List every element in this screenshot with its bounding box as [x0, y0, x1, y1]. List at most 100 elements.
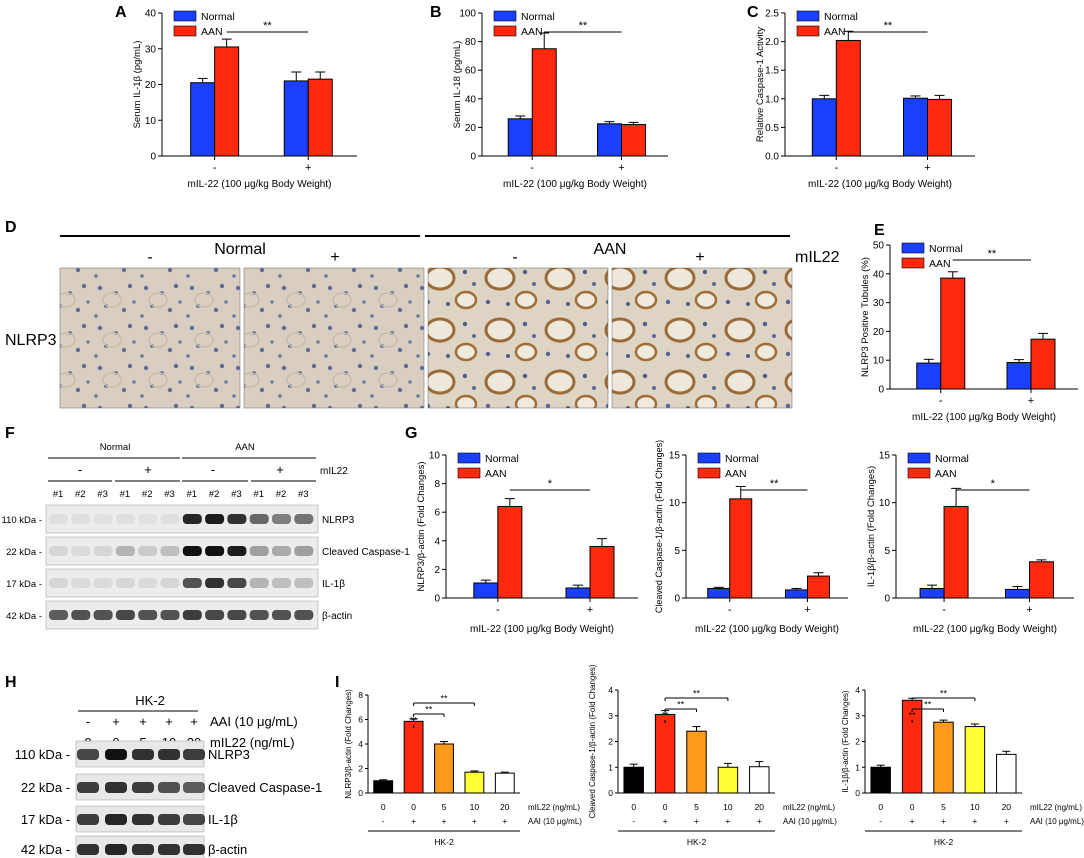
- y-axis-label: Relative Caspase-1 Activity: [755, 27, 766, 142]
- dose-tick: 10: [723, 802, 733, 812]
- lane-label: #1: [53, 489, 64, 500]
- blot-band: [158, 782, 180, 793]
- dose-bar: [686, 730, 707, 794]
- y-tick-label: 8: [434, 479, 440, 490]
- dose-tick: 5: [442, 802, 447, 812]
- bar-normal: [1006, 362, 1032, 390]
- legend-label-normal: Normal: [824, 11, 858, 23]
- significance-mark: **: [677, 700, 685, 710]
- blot-band: [49, 546, 68, 556]
- significance-mark: **: [693, 689, 701, 699]
- aai-tick: +: [972, 816, 977, 826]
- y-tick-label: 10: [669, 498, 681, 509]
- legend-swatch-aan: [901, 257, 925, 269]
- panel-letter-d: D: [5, 219, 17, 236]
- y-tick-label: 3: [608, 711, 613, 721]
- bar-aan: [214, 46, 240, 157]
- legend-swatch-aan: [173, 25, 197, 37]
- blot-band: [77, 749, 99, 760]
- blot-band: [182, 546, 202, 556]
- legend-swatch-normal: [457, 452, 481, 464]
- mw-marker: 110 kDa -: [2, 515, 42, 526]
- legend-label-normal: Normal: [201, 11, 235, 23]
- blot-band: [205, 514, 225, 524]
- legend-swatch-aan: [907, 467, 931, 479]
- blot-band: [294, 610, 314, 620]
- dose-bar: [964, 726, 986, 794]
- blot-band: [294, 546, 314, 556]
- y-axis-label: NLRP3/β-actin (Fold Changes): [416, 461, 427, 591]
- blot-band: [115, 546, 135, 556]
- significance-mark: **: [579, 20, 588, 32]
- aai-sign: +: [139, 714, 147, 729]
- group-label-normal: Normal: [214, 241, 266, 258]
- mw-marker: 17 kDa -: [21, 812, 70, 827]
- bar-normal: [507, 118, 533, 157]
- blot-band: [227, 610, 247, 620]
- x-tick-label: +: [1026, 604, 1032, 616]
- y-tick-label: 2.0: [765, 37, 779, 48]
- aai-tick: -: [382, 816, 385, 826]
- y-tick-label: 0: [150, 152, 156, 163]
- y-tick-label: 20: [145, 80, 157, 91]
- blot-band: [183, 782, 205, 793]
- blot-band: [158, 844, 180, 855]
- blot-band: [138, 514, 158, 524]
- y-tick-label: 0: [884, 594, 890, 605]
- mw-marker: 22 kDa -: [21, 780, 70, 795]
- bar-normal: [597, 123, 622, 157]
- blot-band: [77, 814, 99, 825]
- panel-letter-e: E: [874, 222, 885, 239]
- y-axis-label: Cleaved Caspase-1/β-actin (Fold Changes): [654, 440, 664, 613]
- legend-label-aan: AAN: [201, 26, 223, 38]
- cell-line-label: HK-2: [687, 837, 707, 847]
- row-label: NLRP3: [5, 332, 57, 349]
- aai-tick: -: [632, 816, 635, 826]
- aai-row-label: AAI (10 μg/mL): [528, 817, 582, 826]
- lane-label: #2: [276, 489, 287, 500]
- blot-band: [105, 749, 127, 760]
- lane-label: #2: [209, 489, 220, 500]
- dose-tick: 20: [500, 802, 510, 812]
- x-axis-label: mIL-22 (100 μg/kg Body Weight): [188, 179, 332, 190]
- aai-sign: +: [190, 714, 198, 729]
- y-tick-label: 15: [669, 451, 681, 462]
- legend-label-normal: Normal: [929, 243, 963, 255]
- aai-tick: +: [411, 816, 416, 826]
- y-tick-label: 0: [674, 594, 680, 605]
- x-tick-label: -: [939, 395, 943, 407]
- blot-band: [138, 578, 158, 588]
- dose-tick: 0: [631, 802, 636, 812]
- y-tick-label: 1: [855, 762, 860, 772]
- y-tick-label: 0.0: [765, 152, 779, 163]
- cell-line-label: HK-2: [434, 837, 454, 847]
- protein-label: NLRP3: [208, 747, 250, 762]
- panel-letter-a: A: [115, 4, 127, 21]
- blot-band: [227, 578, 247, 588]
- y-tick-label: 30: [873, 298, 885, 309]
- aai-tick: +: [663, 816, 668, 826]
- dose-tick: 0: [878, 802, 883, 812]
- bar-normal: [903, 97, 928, 157]
- significance-mark: **: [988, 248, 997, 260]
- sign-label: -: [147, 249, 152, 266]
- significance-mark: **: [440, 694, 448, 704]
- legend-label-aan: AAN: [824, 26, 846, 38]
- blot-band: [294, 578, 314, 588]
- x-axis-label: mIL-22 (100 μg/kg Body Weight): [503, 179, 647, 190]
- blot-band: [158, 749, 180, 760]
- blot-band: [138, 610, 158, 620]
- aai-sign: +: [165, 714, 173, 729]
- blot-band: [132, 782, 154, 793]
- blot-band: [105, 844, 127, 855]
- blot-band: [71, 546, 91, 556]
- bar-aan: [927, 98, 952, 157]
- dose-tick: 0: [910, 802, 915, 812]
- x-tick-label: -: [942, 604, 946, 616]
- blot-band: [93, 578, 113, 588]
- dose-bar: [870, 766, 891, 794]
- y-tick-label: 5: [674, 546, 680, 557]
- blot-band: [183, 844, 205, 855]
- blot-band: [77, 782, 99, 793]
